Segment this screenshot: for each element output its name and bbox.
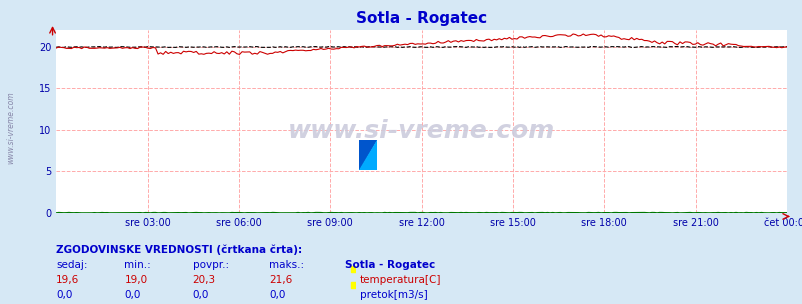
Text: www.si-vreme.com: www.si-vreme.com [6, 92, 15, 164]
Polygon shape [358, 140, 376, 170]
Text: www.si-vreme.com: www.si-vreme.com [288, 119, 554, 143]
Text: 0,0: 0,0 [269, 290, 285, 300]
Text: ZGODOVINSKE VREDNOSTI (črtkana črta):: ZGODOVINSKE VREDNOSTI (črtkana črta): [56, 245, 302, 255]
Text: min.:: min.: [124, 260, 151, 270]
Text: 21,6: 21,6 [269, 275, 292, 285]
Bar [350, 266, 355, 272]
Title: Sotla - Rogatec: Sotla - Rogatec [355, 12, 487, 26]
Bar [350, 282, 355, 288]
Text: 19,0: 19,0 [124, 275, 148, 285]
Text: Sotla - Rogatec: Sotla - Rogatec [345, 260, 435, 270]
Text: 0,0: 0,0 [124, 290, 140, 300]
Text: sedaj:: sedaj: [56, 260, 87, 270]
Text: povpr.:: povpr.: [192, 260, 229, 270]
Text: 0,0: 0,0 [56, 290, 72, 300]
Text: pretok[m3/s]: pretok[m3/s] [359, 290, 427, 300]
Text: 20,3: 20,3 [192, 275, 216, 285]
Text: 19,6: 19,6 [56, 275, 79, 285]
Text: temperatura[C]: temperatura[C] [359, 275, 440, 285]
Text: 0,0: 0,0 [192, 290, 209, 300]
Polygon shape [358, 140, 376, 170]
Text: maks.:: maks.: [269, 260, 304, 270]
